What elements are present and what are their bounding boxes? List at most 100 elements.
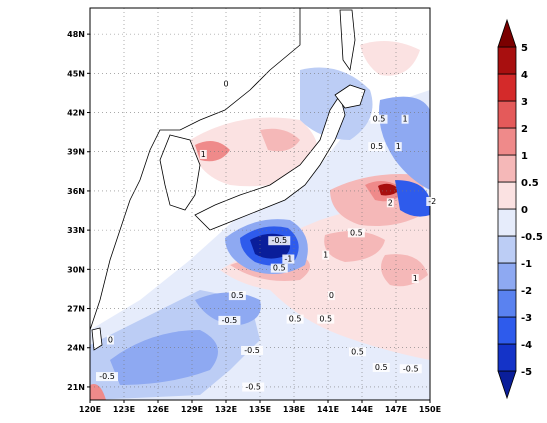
contour-label: 0 — [108, 336, 113, 345]
latitude-axis: 21N 24N 27N 30N 33N 36N 39N 42N 45N 48N — [67, 30, 90, 392]
land-mainland-asia — [90, 8, 301, 331]
field-positive-band-3 — [324, 231, 385, 262]
lon-tick-label: 126E — [147, 405, 169, 414]
contour-label: 1 — [323, 251, 328, 260]
contour-label-bg — [401, 114, 409, 124]
colorbar-bin — [497, 262, 517, 291]
lon-tick-label: 135E — [249, 405, 271, 414]
contour-label-bg — [368, 142, 386, 152]
contour-label: 0.5 — [375, 363, 388, 372]
contour-label-bg — [286, 314, 304, 324]
field-negative-northeast-core — [395, 180, 430, 217]
colorbar-label: 2 — [521, 124, 528, 135]
contour-label-bg — [394, 142, 402, 152]
contour-label: 0.5 — [351, 347, 364, 356]
contour-label-bg — [348, 347, 366, 357]
contour-label: -0.5 — [245, 383, 261, 392]
contour-label: -0.5 — [271, 236, 287, 245]
lon-tick-label: 129E — [181, 405, 203, 414]
colorbar-bin — [497, 208, 517, 237]
gridlines — [90, 8, 430, 400]
colorbar-bin — [497, 100, 517, 129]
lon-tick-label: 141E — [317, 405, 339, 414]
field-negative-south-core — [110, 330, 218, 385]
lon-tick-label: 123E — [113, 405, 135, 414]
colorbar-label: -1 — [521, 259, 532, 270]
lon-tick-label: 132E — [215, 405, 237, 414]
colorbar-bin — [497, 127, 517, 156]
contour-label: 0.5 — [289, 315, 302, 324]
colorbar-bin — [497, 181, 517, 210]
contour-label: -2 — [428, 197, 436, 206]
colorbar-bin — [497, 289, 517, 318]
lat-tick-label: 39N — [67, 148, 85, 157]
contour-label-bg — [218, 315, 241, 325]
colorbar-label: 5 — [521, 43, 528, 54]
contour-label: 0.5 — [273, 264, 286, 273]
contour-label: 0 — [329, 291, 334, 300]
field-negative-northeast — [379, 96, 430, 190]
contour-label: -0.5 — [403, 364, 419, 373]
contour-label: 0.5 — [370, 142, 383, 151]
colorbar-label: -2 — [521, 286, 532, 297]
contour-label: -0.5 — [244, 346, 260, 355]
contour-label-bg — [199, 149, 207, 159]
contour-label: 1 — [396, 142, 401, 151]
colorbar-label: -4 — [521, 340, 532, 351]
lat-tick-label: 21N — [67, 383, 85, 392]
colorbar-bin — [497, 235, 517, 264]
colorbar-bin — [497, 73, 517, 102]
contour-label-bg — [322, 250, 330, 260]
contour-label-bg — [372, 362, 390, 372]
colorbar: -5 -4 -3 -2 -1 -0.5 0 0.5 1 2 3 4 5 — [497, 18, 543, 400]
land-hokkaido — [334, 84, 366, 109]
colorbar-bin — [497, 18, 517, 48]
lon-tick-label: 120E — [79, 405, 101, 414]
lat-tick-label: 36N — [67, 187, 85, 196]
lon-tick-label: 147E — [385, 405, 407, 414]
lon-tick-label: 138E — [283, 405, 305, 414]
contour-label: 0.5 — [350, 228, 363, 237]
contour-labels: 010.5 10.5 12 -20.511-0.5-10.50.5 0-0.5 0.5 0.… — [96, 79, 439, 392]
contour-label: 0.5 — [373, 115, 386, 124]
colorbar-label: -5 — [521, 367, 532, 378]
colorbar-label: 1 — [521, 151, 528, 162]
colorbar-label: 3 — [521, 97, 528, 108]
contour-label-bg — [268, 236, 291, 246]
land-sakhalin — [339, 9, 356, 72]
contour-label: -0.5 — [222, 316, 238, 325]
contour-label-bg — [106, 335, 114, 345]
contour-label-bg — [327, 291, 335, 301]
contour-label-bg — [347, 228, 365, 238]
lat-tick-label: 33N — [67, 226, 85, 235]
field-positive-east-peak — [378, 183, 400, 196]
contour-label-bg — [426, 197, 439, 206]
lat-tick-label: 24N — [67, 344, 85, 353]
contour-label-bg — [96, 372, 118, 382]
contour-label-bg — [317, 314, 335, 324]
contour-label-bg — [228, 291, 246, 301]
contour-label: 0.5 — [231, 291, 244, 300]
contour-label-bg — [282, 254, 295, 264]
land-taiwan — [91, 327, 103, 351]
lat-tick-label: 30N — [67, 265, 85, 274]
longitude-axis: 120E 123E 126E 129E 132E 135E 138E 141E 144E 147E… — [79, 400, 441, 414]
contour-label-bg — [399, 364, 422, 374]
colorbar-bin — [497, 370, 517, 400]
contour-label: -1 — [284, 254, 292, 263]
land — [90, 8, 366, 351]
contour-label: -0.5 — [99, 372, 115, 381]
contour-label: 1 — [201, 150, 206, 159]
field-negative-south-inner — [195, 292, 261, 325]
contour-label: 1 — [403, 115, 408, 124]
contour-label-bg — [370, 114, 388, 124]
colorbar-label: 4 — [521, 70, 528, 81]
colorbar-label: 0 — [521, 205, 528, 216]
lon-tick-label: 150E — [419, 405, 441, 414]
colorbar-label: 0.5 — [521, 178, 539, 189]
lon-tick-label: 144E — [351, 405, 373, 414]
lat-tick-label: 42N — [67, 109, 85, 118]
colorbar-bin — [497, 46, 517, 75]
contour-label-bg — [386, 198, 394, 208]
